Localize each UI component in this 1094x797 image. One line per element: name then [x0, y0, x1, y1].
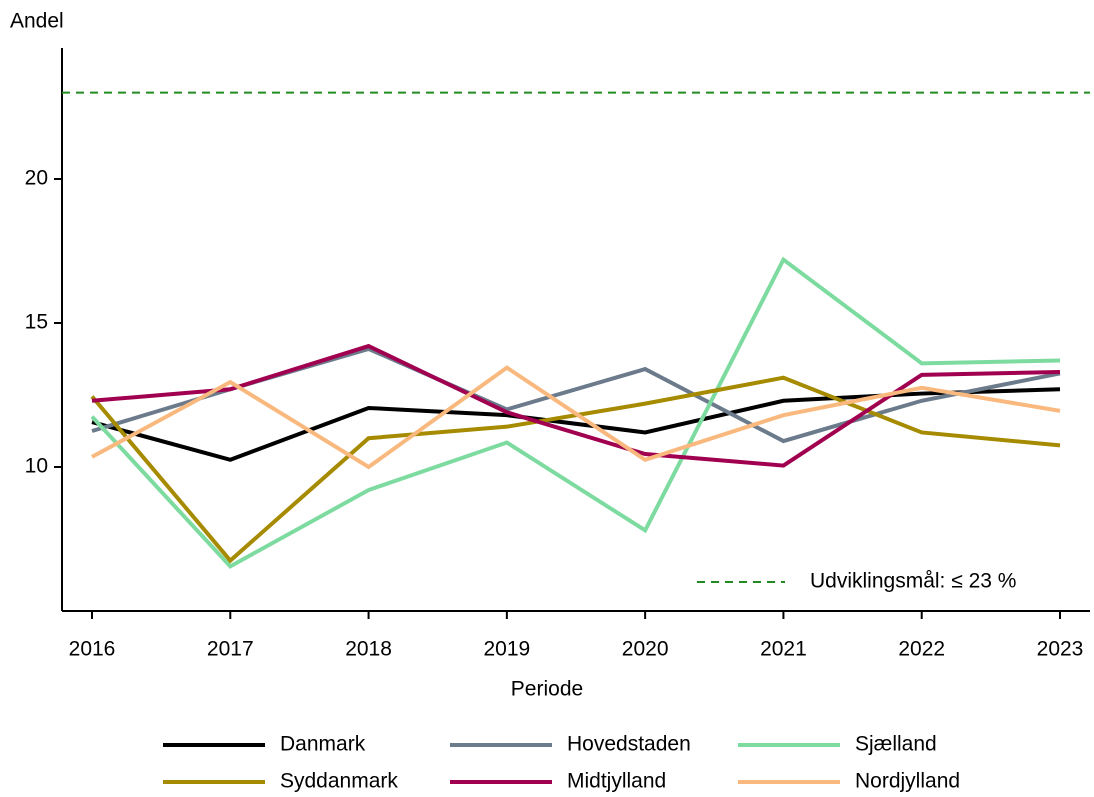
series-line: [91, 343, 1061, 468]
legend-label: Danmark: [280, 733, 366, 756]
x-tick-label: 2022: [898, 638, 945, 661]
reference-legend-label: Udviklingsmål: ≤ 23 %: [810, 570, 1016, 593]
legend-label: Syddanmark: [280, 770, 398, 793]
x-tick-label: 2018: [345, 638, 392, 661]
x-tick-label: 2016: [69, 638, 116, 661]
legend-label: Nordjylland: [855, 770, 960, 793]
y-tick-label: 10: [25, 455, 48, 478]
legend-label: Midtjylland: [567, 770, 666, 793]
y-tick-label: 20: [25, 167, 48, 190]
legend-label: Hovedstaden: [567, 733, 691, 756]
y-axis-label: Andel: [10, 10, 64, 33]
x-tick-label: 2017: [207, 638, 254, 661]
x-axis-label: Periode: [511, 678, 583, 701]
series-line: [90, 256, 1061, 569]
x-tick-label: 2021: [760, 638, 807, 661]
x-tick-label: 2020: [622, 638, 669, 661]
legend-label: Sjælland: [855, 733, 937, 756]
y-tick-label: 15: [25, 311, 48, 334]
x-tick-label: 2019: [483, 638, 530, 661]
series-line: [91, 387, 1061, 462]
series-line: [90, 375, 1061, 564]
series-line: [91, 365, 1061, 470]
x-tick-label: 2023: [1037, 638, 1084, 661]
